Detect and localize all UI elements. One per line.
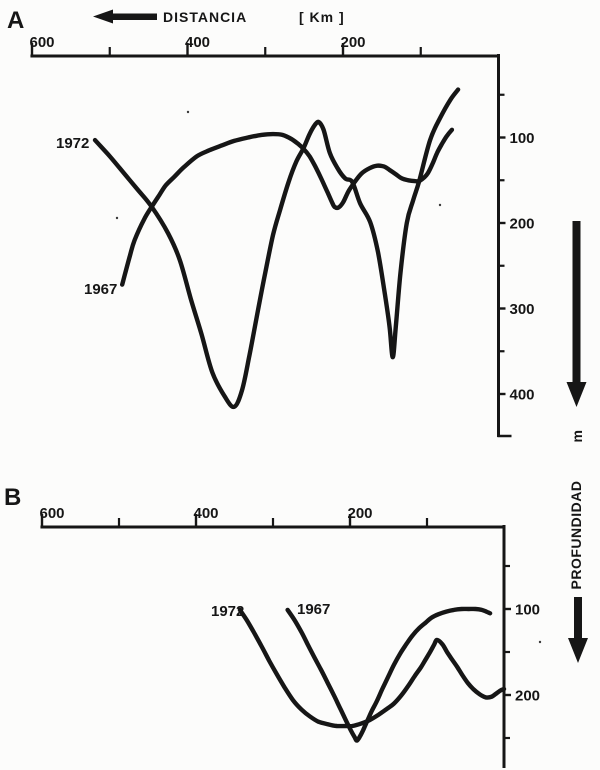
distance-axis-title: DISTANCIA bbox=[163, 9, 247, 25]
distance-tick-label: 600 bbox=[29, 34, 54, 51]
distance-tick-label: 200 bbox=[340, 34, 365, 51]
depth-direction-arrow-a-icon bbox=[566, 221, 587, 407]
curve-1967-panel-a bbox=[120, 127, 455, 287]
panel-b-label: B bbox=[4, 484, 21, 511]
depth-unit-label: m bbox=[569, 430, 585, 443]
scan-speck bbox=[438, 203, 442, 207]
distance-tick-label: 400 bbox=[193, 505, 218, 522]
distance-tick-label: 200 bbox=[347, 505, 372, 522]
depth-tick-label: 100 bbox=[510, 130, 535, 147]
depth-tick-label: 100 bbox=[515, 602, 540, 619]
depth-axis-title: PROFUNDIDAD bbox=[568, 481, 584, 590]
scan-speck bbox=[115, 216, 119, 220]
depth-tick-label: 300 bbox=[510, 301, 535, 318]
panel-a-label: A bbox=[7, 7, 24, 34]
depth-direction-arrow-b-icon bbox=[568, 597, 588, 663]
scan-speck bbox=[186, 110, 190, 114]
panel-b-plot: 600 400 200 100 200 1972 1967 bbox=[39, 505, 540, 768]
depth-tick-label: 200 bbox=[515, 688, 540, 705]
distance-tick-label: 400 bbox=[185, 34, 210, 51]
series-label-1972-panel-b: 1972 bbox=[211, 603, 244, 620]
series-label-1967-panel-b: 1967 bbox=[297, 601, 330, 618]
depth-tick-label: 200 bbox=[510, 216, 535, 233]
curve-1972-panel-b bbox=[237, 607, 507, 729]
series-label-1972-panel-a: 1972 bbox=[56, 135, 89, 152]
distance-direction-arrow-icon bbox=[93, 9, 157, 24]
panel-a-plot: 600 400 200 100 200 300 400 1972 1967 bbox=[29, 34, 535, 438]
distance-unit-label: [ Km ] bbox=[299, 9, 345, 25]
series-label-1967-panel-a: 1967 bbox=[84, 281, 117, 298]
distance-tick-label: 600 bbox=[39, 505, 64, 522]
curve-1967-panel-b bbox=[285, 606, 493, 743]
depth-tick-label: 400 bbox=[510, 387, 535, 404]
curve-1972-panel-a bbox=[92, 87, 461, 410]
scan-speck bbox=[538, 640, 542, 644]
